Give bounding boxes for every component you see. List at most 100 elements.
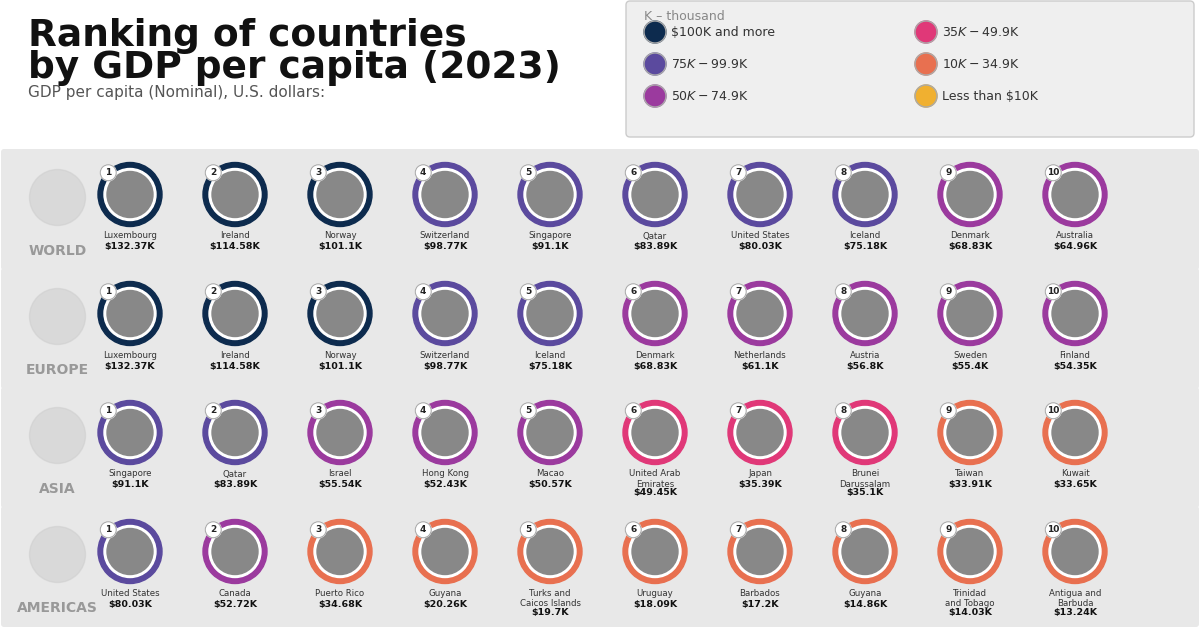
Text: Uruguay: Uruguay (637, 588, 673, 597)
Text: 4: 4 (420, 406, 426, 415)
Text: EUROPE: EUROPE (26, 363, 89, 377)
Circle shape (524, 168, 576, 220)
Circle shape (1045, 403, 1061, 419)
Text: $61.1K: $61.1K (742, 362, 779, 371)
Text: 10: 10 (1048, 525, 1060, 534)
Circle shape (419, 526, 470, 578)
Circle shape (947, 171, 994, 217)
Text: Netherlands: Netherlands (733, 350, 786, 359)
Text: 10: 10 (1048, 406, 1060, 415)
Text: Canada: Canada (218, 588, 251, 597)
Circle shape (734, 406, 786, 458)
FancyBboxPatch shape (1, 149, 1199, 270)
Text: Luxembourg: Luxembourg (103, 232, 157, 241)
Text: Denmark: Denmark (950, 232, 990, 241)
Circle shape (1049, 526, 1102, 578)
Circle shape (842, 409, 888, 455)
Circle shape (734, 168, 786, 220)
Text: K – thousand: K – thousand (644, 10, 725, 23)
Circle shape (632, 529, 678, 575)
Circle shape (625, 284, 641, 300)
Circle shape (104, 168, 156, 220)
Circle shape (30, 526, 85, 583)
Circle shape (203, 401, 266, 465)
Circle shape (101, 284, 116, 300)
Text: Antigua and
Barbuda: Antigua and Barbuda (1049, 588, 1102, 608)
Circle shape (944, 526, 996, 578)
Text: 6: 6 (630, 168, 636, 177)
Circle shape (107, 171, 154, 217)
Text: Hong Kong: Hong Kong (421, 470, 468, 479)
Text: 2: 2 (210, 406, 216, 415)
Circle shape (308, 281, 372, 345)
Circle shape (205, 403, 221, 419)
Circle shape (644, 53, 666, 75)
Text: $35K - $49.9K: $35K - $49.9K (942, 26, 1020, 38)
Text: 10: 10 (1048, 168, 1060, 177)
Text: $55.4K: $55.4K (952, 362, 989, 371)
Text: Norway: Norway (324, 350, 356, 359)
Circle shape (104, 526, 156, 578)
Circle shape (107, 291, 154, 337)
Circle shape (521, 403, 536, 419)
Circle shape (209, 406, 262, 458)
Text: $14.03K: $14.03K (948, 607, 992, 617)
Circle shape (422, 529, 468, 575)
Circle shape (1052, 529, 1098, 575)
Circle shape (314, 406, 366, 458)
Text: 7: 7 (736, 287, 742, 296)
Circle shape (644, 85, 666, 107)
Circle shape (938, 401, 1002, 465)
Circle shape (728, 163, 792, 227)
Circle shape (728, 401, 792, 465)
Text: GDP per capita (Nominal), U.S. dollars:: GDP per capita (Nominal), U.S. dollars: (28, 85, 325, 100)
Circle shape (308, 401, 372, 465)
Circle shape (212, 529, 258, 575)
Text: 9: 9 (946, 406, 952, 415)
Text: WORLD: WORLD (29, 244, 86, 258)
Text: Iceland: Iceland (850, 232, 881, 241)
Text: 4: 4 (420, 168, 426, 177)
Text: 5: 5 (526, 406, 532, 415)
Circle shape (731, 165, 746, 181)
Text: United Arab
Emirates: United Arab Emirates (629, 470, 680, 489)
Text: $17.2K: $17.2K (742, 600, 779, 609)
Text: $13.24K: $13.24K (1054, 607, 1097, 617)
Circle shape (629, 288, 682, 340)
Text: 3: 3 (316, 168, 322, 177)
Text: Finland: Finland (1060, 350, 1091, 359)
Text: $49.45K: $49.45K (634, 489, 677, 497)
Text: $54.35K: $54.35K (1054, 362, 1097, 371)
Circle shape (947, 409, 994, 455)
Text: 5: 5 (526, 287, 532, 296)
FancyBboxPatch shape (626, 1, 1194, 137)
Text: $101.1K: $101.1K (318, 242, 362, 251)
Circle shape (107, 409, 154, 455)
Circle shape (415, 403, 431, 419)
Circle shape (728, 281, 792, 345)
Circle shape (737, 409, 784, 455)
Circle shape (413, 401, 478, 465)
Circle shape (314, 168, 366, 220)
Circle shape (527, 171, 574, 217)
Text: Switzerland: Switzerland (420, 350, 470, 359)
Circle shape (944, 288, 996, 340)
Text: $132.37K: $132.37K (104, 242, 155, 251)
Text: $98.77K: $98.77K (422, 362, 467, 371)
Circle shape (413, 281, 478, 345)
Text: 4: 4 (420, 287, 426, 296)
Circle shape (422, 171, 468, 217)
Text: $98.77K: $98.77K (422, 242, 467, 251)
Text: 10: 10 (1048, 287, 1060, 296)
Circle shape (1043, 163, 1108, 227)
Circle shape (518, 281, 582, 345)
Circle shape (209, 168, 262, 220)
Text: 6: 6 (630, 287, 636, 296)
Circle shape (314, 288, 366, 340)
Circle shape (317, 291, 364, 337)
Circle shape (1045, 284, 1061, 300)
Circle shape (938, 281, 1002, 345)
Text: Switzerland: Switzerland (420, 232, 470, 241)
Text: United States: United States (101, 588, 160, 597)
Circle shape (947, 291, 994, 337)
